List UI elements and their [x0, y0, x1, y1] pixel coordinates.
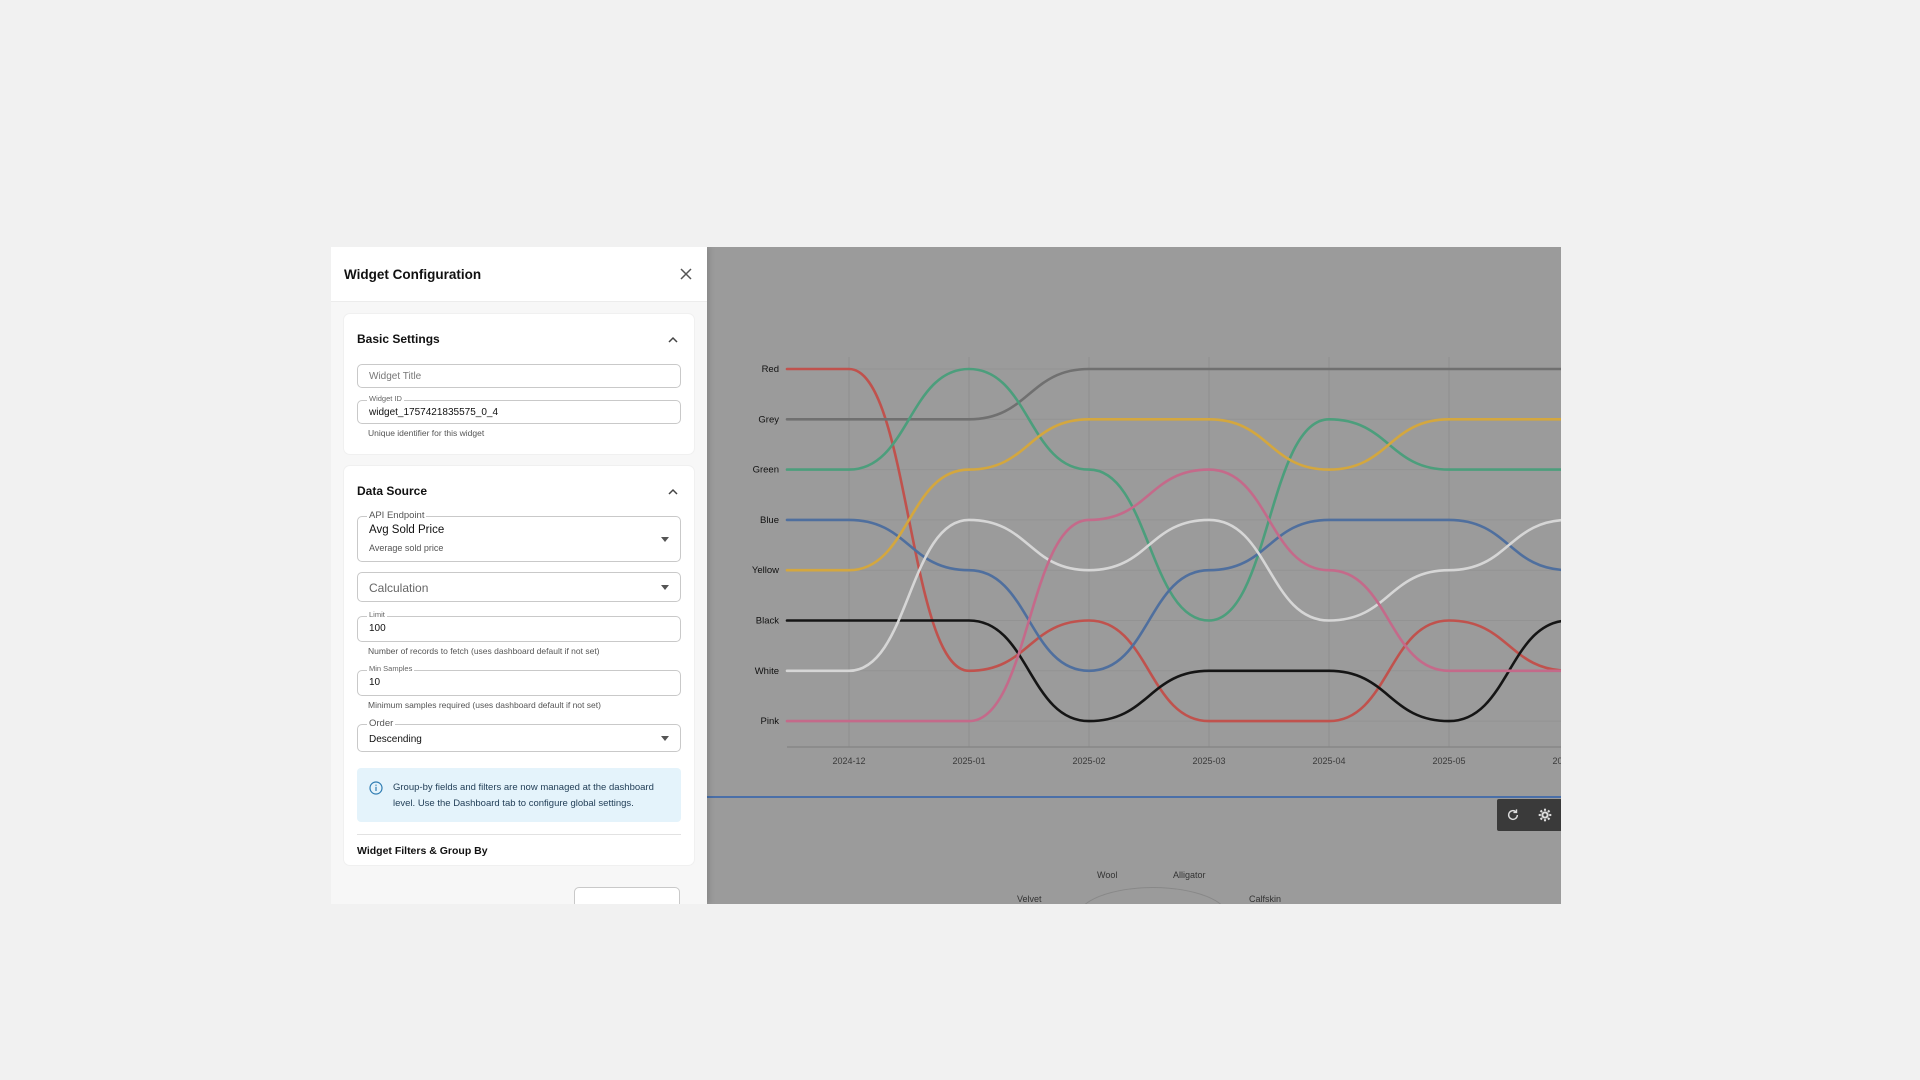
x-tick-label: 2025-02 — [1072, 756, 1105, 766]
add-filter-button[interactable] — [574, 887, 680, 904]
x-tick-label: 2025-06 — [1552, 756, 1561, 766]
chevron-down-icon — [661, 585, 669, 590]
api-endpoint-select[interactable]: API Endpoint Avg Sold Price Average sold… — [357, 510, 681, 562]
y-rank-label: Pink — [761, 716, 780, 727]
series-line-yellow — [785, 417, 1561, 572]
x-tick-label: 2024-12 — [832, 756, 865, 766]
x-tick-label: 2025-05 — [1432, 756, 1465, 766]
chevron-down-icon — [661, 736, 669, 741]
chevron-down-icon — [661, 537, 669, 542]
panel-title: Widget Configuration — [344, 266, 482, 282]
min-samples-helper: Minimum samples required (uses dashboard… — [368, 700, 601, 710]
data-source-header[interactable]: Data Source — [357, 466, 681, 516]
api-endpoint-value: Avg Sold Price — [369, 524, 445, 536]
pie-label-wool: Wool — [1097, 870, 1118, 880]
series-line-grey — [785, 367, 1561, 421]
series-line-red — [785, 367, 1561, 723]
series-line-white — [785, 518, 1561, 673]
order-value: Descending — [369, 734, 422, 745]
y-rank-label: Blue — [760, 515, 779, 526]
refresh-icon — [1507, 809, 1519, 821]
y-rank-label: Black — [756, 616, 779, 627]
pie-chart-arc — [1077, 887, 1229, 904]
min-samples-field: Min Samples — [357, 664, 681, 696]
data-source-section: Data Source API Endpoint Avg Sold Price … — [344, 466, 694, 865]
panel-body: Basic Settings Widget ID Unique identifi… — [331, 302, 707, 904]
chart-area: 2024-12 2025-01 2025-02 2025-03 2025-04 2025-… — [707, 247, 1561, 904]
series-line-blue — [785, 518, 1561, 673]
chart-toolbar — [1497, 799, 1561, 831]
widget-title-input[interactable] — [369, 365, 629, 387]
chevron-up-icon — [668, 336, 678, 343]
app-viewport: 2024-12 2025-01 2025-02 2025-03 2025-04 2025-… — [331, 247, 1561, 904]
min-samples-input[interactable] — [369, 671, 629, 693]
series-line-green — [785, 367, 1561, 622]
panel-header: Widget Configuration — [331, 247, 707, 302]
section-divider — [357, 834, 681, 835]
limit-label: Limit — [367, 610, 387, 620]
collapse-button[interactable] — [665, 331, 681, 347]
widget-config-panel: Widget Configuration Basic Settings — [331, 247, 707, 904]
filters-title: Widget Filters & Group By — [357, 845, 488, 857]
x-tick-label: 2025-04 — [1312, 756, 1345, 766]
basic-settings-title: Basic Settings — [357, 332, 440, 346]
pie-label-velvet: Velvet — [1017, 894, 1042, 904]
limit-field: Limit — [357, 610, 681, 642]
api-endpoint-label: API Endpoint — [367, 510, 427, 522]
y-rank-label: Green — [753, 465, 779, 476]
y-rank-label: White — [755, 666, 779, 677]
limit-input[interactable] — [369, 617, 629, 639]
basic-settings-header[interactable]: Basic Settings — [357, 314, 681, 364]
widget-id-field: Widget ID — [357, 394, 681, 424]
settings-button[interactable] — [1534, 804, 1556, 826]
widget-id-helper: Unique identifier for this widget — [368, 428, 485, 438]
info-icon — [369, 781, 383, 795]
x-tick-label: 2025-03 — [1192, 756, 1225, 766]
y-rank-label: Red — [762, 364, 779, 375]
pie-label-alligator: Alligator — [1173, 870, 1206, 880]
limit-helper: Number of records to fetch (uses dashboa… — [368, 646, 600, 656]
series-line-pink — [785, 468, 1561, 723]
x-tick-label: 2025-01 — [952, 756, 985, 766]
calculation-placeholder: Calculation — [369, 581, 429, 595]
widget-id-label: Widget ID — [367, 394, 404, 404]
widget-id-input[interactable] — [369, 401, 629, 423]
close-button[interactable] — [675, 263, 697, 285]
y-rank-label: Grey — [758, 414, 779, 425]
info-text: Group-by fields and filters are now mana… — [393, 782, 654, 809]
order-label: Order — [367, 718, 396, 730]
basic-settings-section: Basic Settings Widget ID Unique identifi… — [344, 314, 694, 454]
close-icon — [680, 268, 692, 280]
chart-divider — [707, 796, 1561, 798]
bump-chart: 2024-12 2025-01 2025-02 2025-03 2025-04 2025-… — [752, 357, 1561, 766]
min-samples-label: Min Samples — [367, 664, 415, 674]
calculation-select[interactable]: Calculation — [357, 572, 681, 602]
series-line-black — [785, 619, 1561, 723]
info-alert: Group-by fields and filters are now mana… — [357, 768, 681, 822]
collapse-button[interactable] — [665, 483, 681, 499]
data-source-title: Data Source — [357, 484, 428, 498]
y-rank-label: Yellow — [752, 565, 779, 576]
order-select[interactable]: Order Descending — [357, 718, 681, 752]
gear-icon — [1538, 808, 1552, 822]
api-endpoint-description: Average sold price — [369, 543, 444, 553]
chevron-up-icon — [668, 488, 678, 495]
widget-title-field — [357, 364, 681, 388]
refresh-button[interactable] — [1502, 804, 1524, 826]
pie-label-calfskin: Calfskin — [1249, 894, 1282, 904]
